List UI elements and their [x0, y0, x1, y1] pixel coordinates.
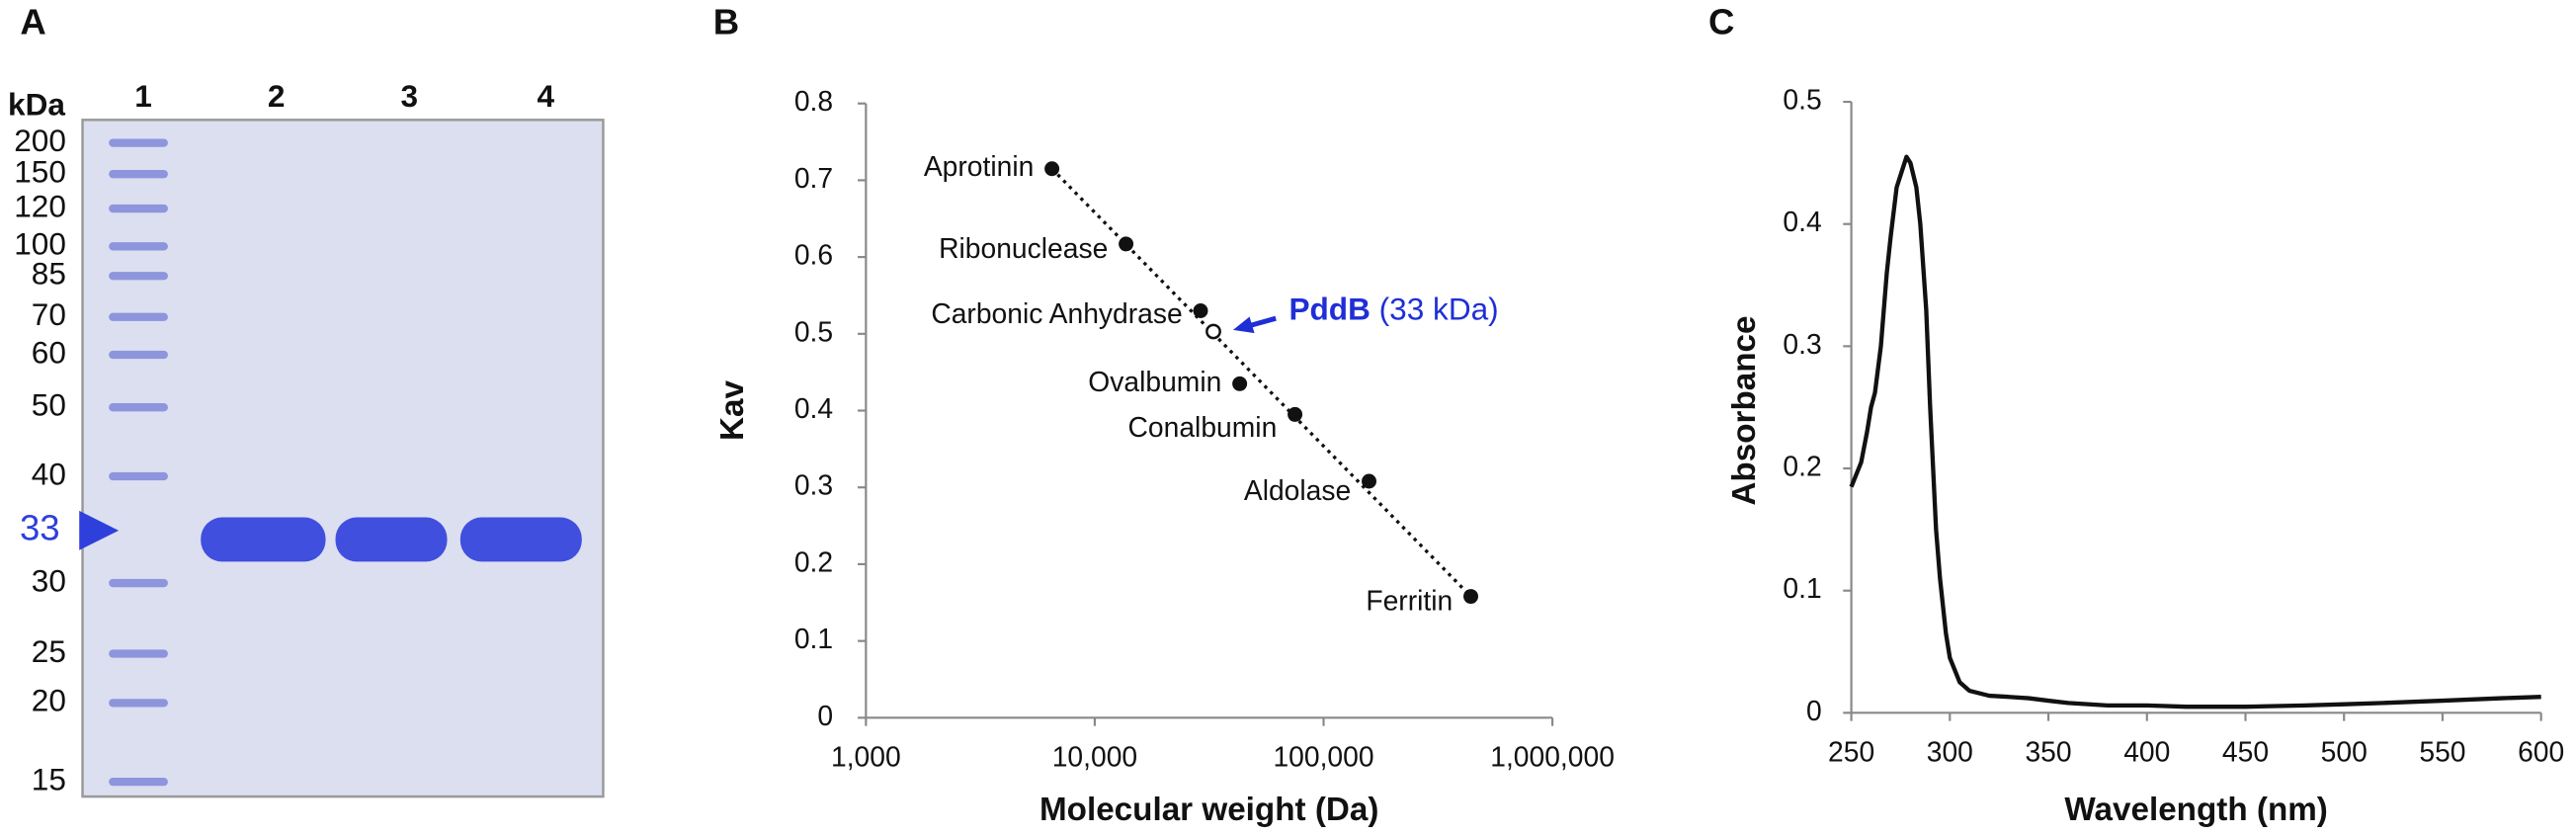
x-tick-label: 1,000: [831, 740, 901, 772]
marker-label: 70: [32, 296, 66, 332]
x-tick-label: 250: [1828, 735, 1874, 767]
y-tick-label: 0.2: [1783, 450, 1821, 481]
x-tick-label: 400: [2123, 735, 2170, 767]
protein-band: [459, 517, 582, 562]
y-tick-label: 0: [1806, 695, 1822, 726]
x-tick-label: 300: [1927, 735, 1973, 767]
ladder-band: [109, 138, 168, 147]
ladder-band: [109, 272, 168, 281]
highlight-arrowhead: [1232, 316, 1255, 334]
point-label: Ribonuclease: [939, 232, 1108, 264]
protein-band: [201, 517, 326, 562]
x-tick-label: 600: [2518, 735, 2564, 767]
y-tick-label: 0.3: [794, 469, 833, 501]
x-tick-label: 350: [2025, 735, 2071, 767]
y-tick-label: 0.8: [794, 85, 833, 117]
ladder-band: [109, 471, 168, 481]
ladder-band: [109, 578, 168, 588]
panel-label: C: [1708, 2, 1734, 42]
data-point: [1232, 376, 1248, 391]
lane-label: 2: [268, 78, 286, 114]
ladder-band: [109, 699, 168, 708]
ladder-band: [109, 312, 168, 321]
y-axis-title: Kav: [714, 380, 751, 441]
point-label: Conalbumin: [1128, 411, 1278, 443]
marker-label: 85: [32, 256, 66, 292]
y-tick-label: 0.4: [1783, 206, 1821, 237]
marker-label: 150: [14, 154, 66, 190]
gel: [81, 119, 605, 798]
marker-label: 50: [32, 387, 66, 423]
y-tick-label: 0.1: [1783, 572, 1821, 604]
y-axis-title: Absorbance: [1726, 315, 1763, 505]
lane-label: 1: [134, 78, 152, 114]
ladder-band: [109, 403, 168, 412]
y-tick-label: 0.5: [1783, 84, 1821, 116]
data-point: [1463, 589, 1479, 605]
x-tick-label: 500: [2321, 735, 2368, 767]
point-label: Aprotinin: [924, 150, 1035, 182]
x-tick-label: 10,000: [1052, 740, 1137, 772]
marker-label: 15: [32, 761, 66, 796]
panel-label: A: [20, 2, 45, 42]
y-tick-label: 0.2: [794, 545, 833, 577]
band-size-label: 33: [20, 508, 60, 548]
y-tick-label: 0.1: [794, 623, 833, 654]
ladder-band: [109, 242, 168, 251]
x-axis-title: Wavelength (nm): [2064, 792, 2328, 828]
y-tick-label: 0.7: [794, 162, 833, 194]
y-tick-label: 0.6: [794, 239, 833, 271]
gel-unit: kDa: [8, 86, 65, 122]
x-tick-label: 100,000: [1273, 740, 1373, 772]
x-tick-label: 1,000,000: [1490, 740, 1615, 772]
marker-label: 60: [32, 334, 66, 370]
highlight-note: (33 kDa): [1379, 292, 1499, 327]
lane-label: 4: [537, 78, 554, 114]
spectrum-line: [1849, 154, 2541, 710]
highlight-point: [1205, 323, 1221, 340]
ladder-band: [109, 777, 168, 787]
marker-label: 30: [32, 562, 66, 598]
y-tick-label: 0: [817, 700, 833, 731]
marker-label: 200: [14, 123, 66, 158]
data-point: [1119, 236, 1134, 252]
point-label: Aldolase: [1244, 474, 1351, 506]
marker-label: 100: [14, 226, 66, 262]
marker-label: 120: [14, 188, 66, 223]
ladder-band: [109, 170, 168, 179]
x-tick-label: 550: [2419, 735, 2465, 767]
y-tick-label: 0.5: [794, 315, 833, 347]
ladder-band: [109, 204, 168, 213]
x-axis-title: Molecular weight (Da): [1039, 792, 1378, 828]
data-point: [1362, 473, 1376, 489]
highlight-name: PddB: [1288, 292, 1370, 327]
point-label: Ovalbumin: [1088, 366, 1221, 397]
y-tick-label: 0.4: [794, 392, 833, 424]
x-tick-label: 450: [2222, 735, 2269, 767]
data-point: [1193, 303, 1208, 318]
ladder-band: [109, 350, 168, 360]
lane-label: 3: [401, 78, 419, 114]
data-point: [1288, 406, 1303, 422]
marker-label: 20: [32, 683, 66, 718]
marker-label: 40: [32, 456, 66, 491]
point-label: Carbonic Anhydrase: [931, 297, 1182, 329]
highlight-label: PddB (33 kDa): [1288, 292, 1498, 327]
marker-label: 25: [32, 633, 66, 669]
data-point: [1044, 161, 1060, 177]
band-arrow: [79, 510, 120, 550]
point-label: Ferritin: [1366, 585, 1453, 617]
y-tick-label: 0.3: [1783, 328, 1821, 360]
ladder-band: [109, 649, 168, 658]
protein-band: [335, 517, 448, 562]
panel-label: B: [713, 2, 739, 42]
